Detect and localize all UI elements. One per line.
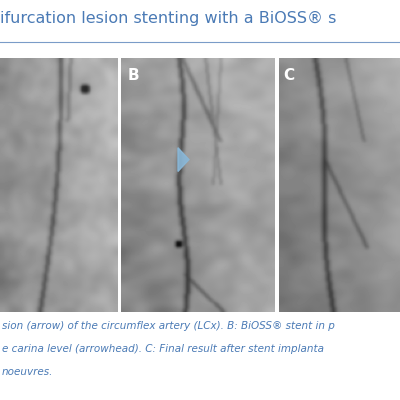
Text: sion (arrow) of the circumflex artery (LCx). B: BiOSS® stent in p: sion (arrow) of the circumflex artery (L… [2, 321, 335, 331]
Polygon shape [178, 148, 189, 172]
Text: e carina level (arrowhead). C: Final result after stent implanta: e carina level (arrowhead). C: Final res… [2, 344, 324, 354]
Text: B: B [127, 68, 139, 83]
Text: C: C [284, 68, 295, 83]
Text: ifurcation lesion stenting with a BiOSS® s: ifurcation lesion stenting with a BiOSS®… [0, 10, 336, 26]
Text: noeuvres.: noeuvres. [2, 367, 53, 377]
